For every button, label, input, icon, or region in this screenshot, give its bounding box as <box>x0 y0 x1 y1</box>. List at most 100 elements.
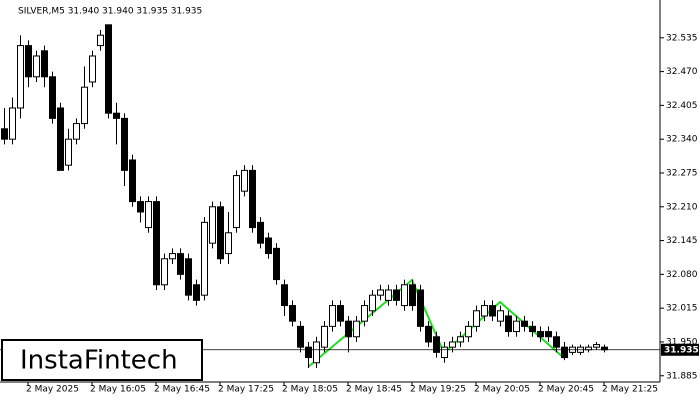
y-tick-label: 32.405 <box>666 101 698 111</box>
candle-body <box>113 112 120 119</box>
x-tick-label: 2 May 17:25 <box>218 385 274 395</box>
candle-body <box>313 341 320 364</box>
candle-body <box>297 325 304 348</box>
candle-body <box>473 310 480 327</box>
logo: InstaFintech <box>1 339 203 381</box>
candle-body <box>241 169 248 192</box>
candle-body <box>361 305 368 322</box>
candle-body <box>561 346 568 359</box>
candle-body <box>337 305 344 322</box>
candle-body <box>545 331 552 338</box>
candle-body <box>553 336 560 348</box>
candle-body <box>457 336 464 343</box>
candle-body <box>209 206 216 244</box>
candle-body <box>25 45 32 78</box>
candle-body <box>505 315 512 333</box>
candle-body <box>9 107 16 140</box>
candle-body <box>177 253 184 275</box>
candle-body <box>233 175 240 229</box>
candle-body <box>97 34 104 47</box>
candle-body <box>65 138 72 166</box>
y-tick-label: 32.015 <box>666 304 698 314</box>
candle-body <box>497 310 504 322</box>
candle-body <box>17 45 24 109</box>
candle-body <box>225 232 232 255</box>
x-tick-label: 2 May 2025 <box>26 385 79 395</box>
x-tick-label: 2 May 19:25 <box>410 385 466 395</box>
x-tick-label: 2 May 18:45 <box>346 385 402 395</box>
candle-body <box>161 258 168 286</box>
candle-body <box>105 24 112 114</box>
x-tick-label: 2 May 16:05 <box>90 385 146 395</box>
candle-body <box>289 305 296 322</box>
candle-body <box>1 128 8 140</box>
candle-body <box>377 289 384 296</box>
candle-body <box>425 325 432 343</box>
candle-body <box>417 289 424 327</box>
candle-body <box>73 123 80 140</box>
candle-body <box>201 221 208 296</box>
candle-body <box>401 284 408 307</box>
y-tick-label: 32.275 <box>666 168 698 178</box>
y-tick-label: 31.950 <box>666 337 698 347</box>
candle-body <box>321 325 328 348</box>
candle-body <box>393 289 400 301</box>
y-tick-label: 32.080 <box>666 270 698 280</box>
candle-body <box>409 284 416 307</box>
candle-body <box>145 201 152 229</box>
candle-body <box>153 201 160 286</box>
candle-body <box>33 55 40 78</box>
y-tick-label: 31.885 <box>666 371 698 381</box>
candle-body <box>129 159 136 203</box>
candle-body <box>441 346 448 359</box>
candle-body <box>57 107 64 171</box>
candle-body <box>49 76 56 119</box>
y-tick-label: 32.535 <box>666 33 698 43</box>
y-tick-label: 32.145 <box>666 236 698 246</box>
candle-body <box>449 341 456 348</box>
candle-body <box>329 305 336 327</box>
candle-body <box>193 284 200 301</box>
candle-body <box>489 305 496 317</box>
candle-body <box>369 294 376 312</box>
candle-body <box>41 50 48 78</box>
x-tick-label: 2 May 21:25 <box>602 385 658 395</box>
candle-body <box>89 55 96 83</box>
candle-body <box>537 331 544 338</box>
x-tick-label: 2 May 18:05 <box>282 385 338 395</box>
logo-box <box>1 339 203 381</box>
candle-body <box>385 289 392 301</box>
candle-body <box>217 206 224 260</box>
candle-body <box>433 336 440 353</box>
candle-body <box>137 201 144 213</box>
candle-body <box>257 221 264 244</box>
candle-body <box>521 320 528 327</box>
price-tag <box>661 343 699 356</box>
y-tick-label: 32.210 <box>666 202 698 212</box>
candle-body <box>281 284 288 307</box>
candle-body <box>593 344 600 348</box>
candle-body <box>529 325 536 333</box>
candle-body <box>185 258 192 296</box>
candle-body <box>345 320 352 338</box>
candle-body <box>465 325 472 338</box>
candle-body <box>121 117 128 171</box>
candle-body <box>305 346 312 359</box>
candle-body <box>169 253 176 260</box>
candle-body <box>249 169 256 229</box>
candle-body <box>81 86 88 125</box>
candle-body <box>513 320 520 333</box>
candle-body <box>265 237 272 255</box>
logo-text: InstaFintech <box>20 346 178 376</box>
price-tag-label: 31.935 <box>664 345 699 355</box>
x-tick-label: 2 May 20:45 <box>538 385 594 395</box>
candle-body <box>481 305 488 317</box>
chart-title: SILVER,M5 31.940 31.940 31.935 31.935 <box>18 7 202 17</box>
candle-body <box>353 320 360 338</box>
candle-body <box>273 247 280 281</box>
x-tick-label: 2 May 20:05 <box>474 385 530 395</box>
x-tick-label: 2 May 16:45 <box>154 385 210 395</box>
y-tick-label: 32.340 <box>666 135 698 145</box>
y-tick-label: 32.470 <box>666 67 698 77</box>
